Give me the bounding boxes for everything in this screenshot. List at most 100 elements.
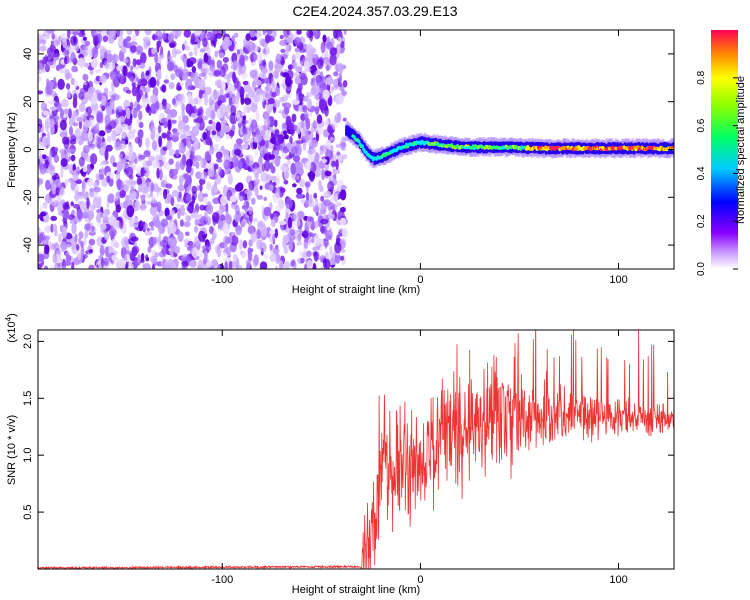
noise-blob bbox=[270, 219, 276, 228]
noise-blob bbox=[262, 72, 267, 80]
noise-blob bbox=[146, 103, 150, 112]
noise-blob bbox=[204, 250, 208, 261]
noise-blob bbox=[281, 102, 286, 107]
noise-blob bbox=[78, 237, 82, 245]
colorbar-tick-label: 0.0 bbox=[696, 262, 707, 276]
noise-blob bbox=[118, 115, 126, 123]
noise-blob bbox=[156, 167, 160, 179]
noise-blob bbox=[203, 52, 209, 63]
noise-blob bbox=[189, 150, 195, 162]
noise-blob bbox=[336, 112, 341, 123]
noise-blob bbox=[249, 155, 254, 162]
noise-blob bbox=[38, 253, 45, 262]
noise-blob bbox=[51, 201, 57, 207]
noise-blob bbox=[184, 131, 193, 137]
noise-blob bbox=[64, 178, 69, 187]
noise-blob bbox=[287, 216, 293, 229]
noise-blob bbox=[154, 52, 159, 64]
noise-blob bbox=[178, 141, 184, 150]
noise-blob bbox=[273, 149, 279, 157]
noise-blob bbox=[269, 243, 273, 251]
noise-blob bbox=[242, 240, 248, 249]
noise-blob bbox=[46, 55, 54, 62]
noise-blob bbox=[84, 217, 90, 223]
noise-blob bbox=[302, 104, 308, 113]
noise-blob bbox=[98, 173, 105, 180]
noise-blob bbox=[40, 211, 47, 217]
noise-blob bbox=[74, 233, 78, 243]
noise-blob bbox=[152, 160, 160, 169]
noise-blob bbox=[203, 68, 207, 81]
noise-blob bbox=[275, 174, 280, 186]
noise-blob bbox=[44, 84, 51, 95]
noise-blob bbox=[49, 30, 55, 34]
noise-blob bbox=[341, 227, 348, 238]
noise-blob bbox=[269, 229, 276, 235]
noise-blob bbox=[283, 180, 289, 185]
noise-blob bbox=[321, 168, 326, 181]
noise-blob bbox=[314, 152, 320, 164]
noise-blob bbox=[222, 56, 229, 63]
noise-blob bbox=[104, 51, 108, 59]
noise-blob bbox=[307, 238, 311, 246]
noise-blob bbox=[312, 246, 319, 251]
noise-blob bbox=[87, 178, 94, 187]
noise-blob bbox=[107, 193, 115, 204]
noise-blob bbox=[195, 171, 202, 179]
noise-blob bbox=[171, 189, 179, 197]
noise-blob bbox=[189, 240, 193, 251]
noise-blob bbox=[228, 260, 233, 269]
noise-blob bbox=[189, 259, 197, 268]
noise-blob bbox=[240, 94, 245, 105]
noise-blob bbox=[214, 79, 222, 87]
noise-blob bbox=[88, 238, 96, 246]
noise-blob bbox=[108, 120, 117, 129]
noise-blob bbox=[65, 254, 72, 263]
noise-blob bbox=[239, 191, 246, 197]
noise-blob bbox=[183, 30, 191, 38]
noise-blob bbox=[49, 149, 53, 161]
noise-blob bbox=[117, 105, 123, 113]
noise-blob bbox=[232, 253, 238, 263]
noise-blob bbox=[100, 223, 107, 230]
spectrogram-x-label: Height of straight line (km) bbox=[292, 284, 420, 296]
noise-blob bbox=[291, 54, 296, 63]
noise-blob bbox=[259, 261, 268, 269]
noise-blob bbox=[289, 136, 293, 145]
noise-blob bbox=[138, 110, 143, 121]
noise-blob bbox=[259, 147, 263, 154]
noise-blob bbox=[317, 87, 325, 95]
noise-blob bbox=[248, 206, 253, 215]
noise-blob bbox=[112, 53, 117, 65]
noise-blob bbox=[322, 144, 327, 154]
noise-blob bbox=[199, 183, 203, 192]
noise-blob bbox=[295, 140, 304, 145]
noise-blob bbox=[185, 78, 193, 91]
noise-blob bbox=[59, 224, 64, 233]
snr-line bbox=[38, 330, 674, 569]
noise-blob bbox=[294, 37, 302, 46]
noise-blob bbox=[84, 223, 92, 231]
noise-blob bbox=[339, 188, 347, 201]
noise-blob bbox=[196, 116, 204, 124]
noise-blob bbox=[236, 49, 241, 55]
noise-blob bbox=[250, 231, 258, 243]
noise-blob bbox=[190, 33, 196, 45]
noise-blob bbox=[241, 117, 246, 130]
noise-blob bbox=[179, 204, 185, 217]
snr-scale-exponent: 4 bbox=[4, 316, 13, 321]
noise-blob bbox=[281, 56, 285, 62]
noise-blob bbox=[239, 125, 244, 136]
noise-blob bbox=[172, 131, 180, 137]
noise-blob bbox=[38, 62, 44, 75]
noise-blob bbox=[284, 261, 290, 269]
noise-blob bbox=[314, 220, 319, 229]
noise-blob bbox=[44, 225, 52, 233]
noise-blob bbox=[106, 175, 111, 183]
noise-blob bbox=[168, 55, 173, 61]
noise-blob bbox=[78, 231, 84, 240]
noise-blob bbox=[76, 116, 84, 122]
noise-blob bbox=[78, 119, 83, 130]
colorbar-tick-label: 0.2 bbox=[696, 214, 707, 228]
noise-blob bbox=[137, 183, 142, 193]
